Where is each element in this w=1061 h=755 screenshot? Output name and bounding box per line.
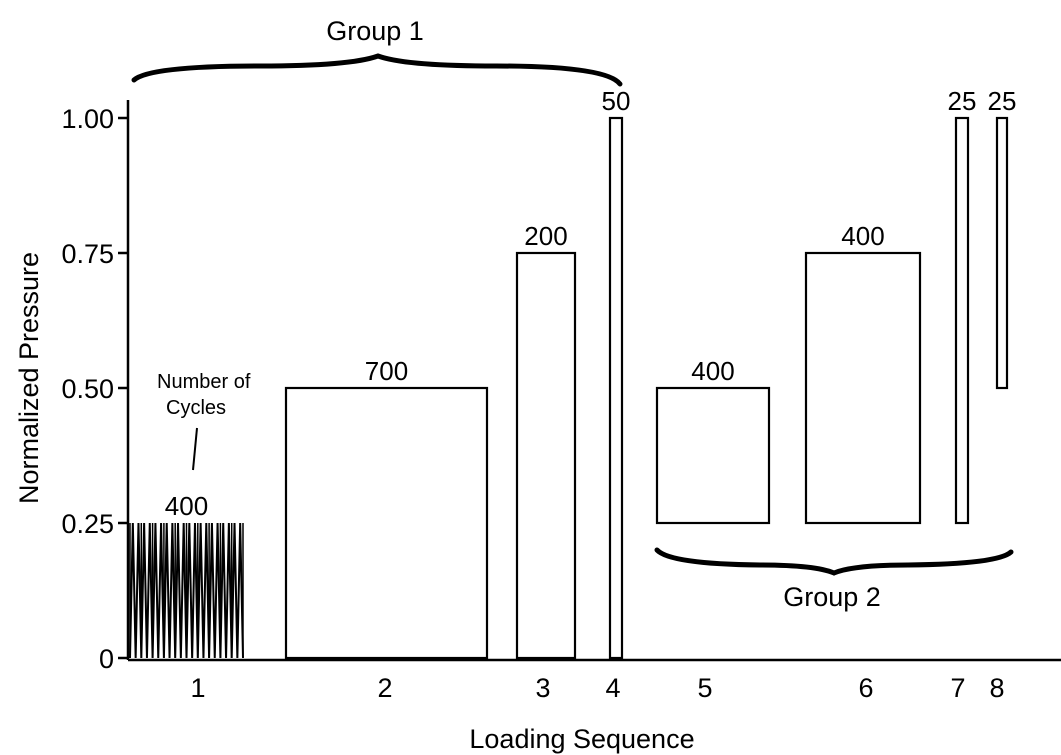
y-tick-label: 1.00 <box>61 104 114 134</box>
cycle-count-label: 200 <box>524 221 567 251</box>
bars <box>129 53 1014 660</box>
x-tick-label: 2 <box>377 673 392 703</box>
y-tick-label: 0.75 <box>61 239 114 269</box>
y-tick-label: 0.25 <box>61 509 114 539</box>
cycle-count-label: 25 <box>948 86 977 116</box>
cycle-count-label: 700 <box>365 356 408 386</box>
cycle-count-label: 400 <box>841 221 884 251</box>
load-block <box>995 116 1009 390</box>
group-1-label: Group 1 <box>326 16 424 46</box>
x-tick-label: 6 <box>858 673 873 703</box>
x-tick-label: 5 <box>697 673 712 703</box>
x-tick-label: 1 <box>190 673 205 703</box>
load-block <box>284 386 489 660</box>
group-1-brace <box>131 53 623 87</box>
load-block <box>515 251 577 660</box>
cycle-count-label: 400 <box>691 356 734 386</box>
cycle-count-label: 50 <box>602 86 631 116</box>
load-block <box>804 251 922 525</box>
x-axis-title: Loading Sequence <box>469 724 694 754</box>
y-tick-label: 0 <box>99 644 114 674</box>
group-2-label: Group 2 <box>783 582 881 612</box>
x-tick-label: 3 <box>535 673 550 703</box>
axes <box>118 100 1061 662</box>
cycle-count-label: 400 <box>165 491 208 521</box>
load-block <box>954 116 970 525</box>
load-block <box>655 386 771 525</box>
group-2-brace <box>654 547 1014 576</box>
labels: 0 0.25 0.50 0.75 1.00 Loading Sequence Normali… <box>14 16 1016 754</box>
load-block <box>608 116 624 660</box>
cycle-count-label: 25 <box>988 86 1017 116</box>
annotation-line-2: Cycles <box>166 397 226 419</box>
x-tick-label: 7 <box>950 673 965 703</box>
y-tick-label: 0.50 <box>61 374 114 404</box>
x-tick-label: 4 <box>605 673 620 703</box>
x-tick-label: 8 <box>989 673 1004 703</box>
annotation-pointer <box>192 427 198 471</box>
y-axis-title: Normalized Pressure <box>14 252 44 504</box>
annotation-line-1: Number of <box>157 371 251 393</box>
